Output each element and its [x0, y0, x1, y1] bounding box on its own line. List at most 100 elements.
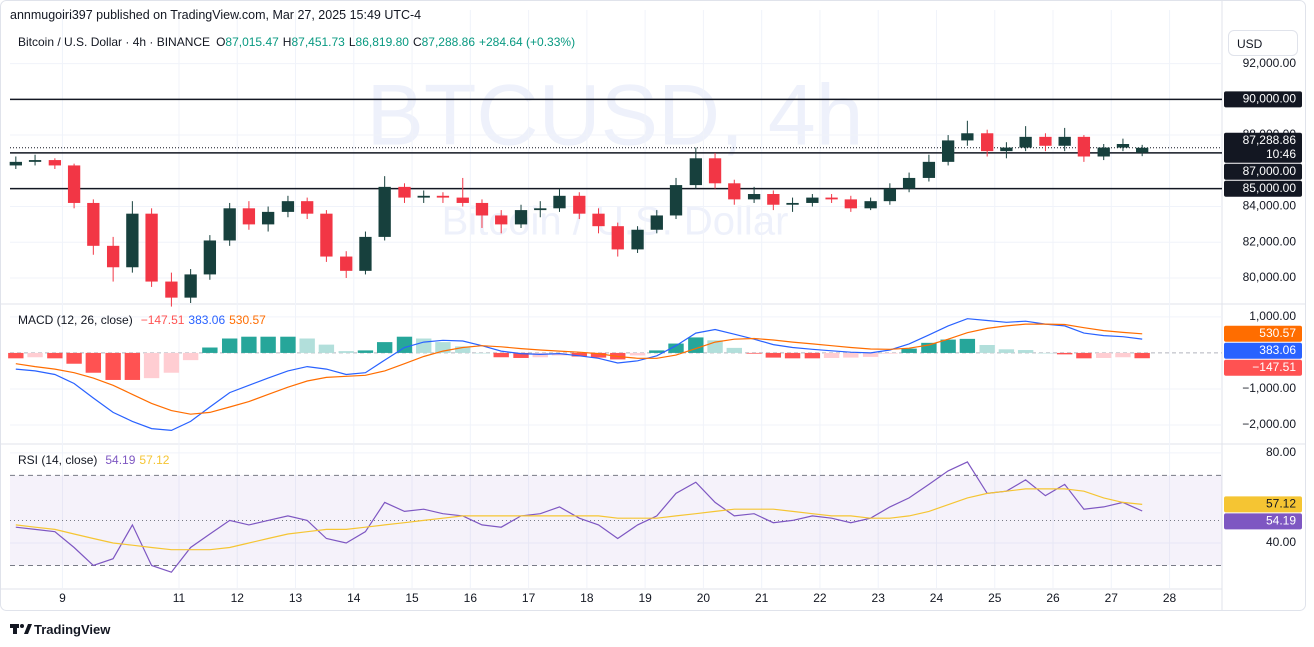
- candle-body: [864, 201, 877, 209]
- candle-body: [981, 133, 994, 152]
- histogram-bar: [260, 336, 276, 353]
- histogram-bar: [901, 348, 917, 353]
- legend-value: 383.06: [188, 313, 226, 327]
- x-tick-label: 25: [988, 591, 1002, 605]
- histogram-bar: [668, 343, 684, 353]
- histogram-bar: [182, 352, 199, 361]
- x-tick-label: 16: [464, 591, 478, 605]
- candle-body: [398, 186, 411, 198]
- indicator-badge-text: 383.06: [1259, 343, 1296, 357]
- candle-body: [534, 208, 547, 211]
- candle-body: [806, 197, 819, 203]
- candle-body: [728, 183, 741, 200]
- histogram-bar: [513, 352, 529, 358]
- candle-body: [844, 199, 857, 209]
- histogram-bar: [532, 352, 548, 358]
- candle-body: [359, 236, 372, 271]
- histogram-bar: [163, 352, 180, 373]
- histogram-bar: [765, 352, 782, 358]
- ohlc-key: L: [348, 35, 356, 49]
- histogram-bar: [376, 342, 393, 353]
- histogram-bar: [221, 338, 238, 353]
- candle-body: [261, 211, 275, 225]
- candle-body: [941, 140, 955, 162]
- currency-button[interactable]: USD: [1228, 30, 1298, 56]
- histogram-bar: [843, 352, 859, 358]
- indicator-badge: [1224, 513, 1302, 530]
- candle-body: [708, 158, 722, 184]
- y-tick-label: 80.00: [1266, 445, 1296, 459]
- legend-value: 57.12: [139, 453, 170, 467]
- publisher: annmugoiri397 published on TradingView.c…: [10, 8, 422, 22]
- logo-part: [24, 624, 32, 634]
- histogram-bar: [882, 352, 898, 354]
- histogram-bar: [1017, 350, 1034, 353]
- candle-body: [1058, 136, 1071, 146]
- candle-body: [126, 213, 139, 268]
- histogram-bar: [726, 347, 742, 353]
- x-tick-label: 17: [522, 591, 536, 605]
- candle-body: [340, 256, 353, 271]
- ohlc-key: O: [216, 35, 226, 49]
- histogram-bar: [862, 352, 879, 357]
- histogram-bar: [940, 339, 956, 353]
- candle-body: [883, 188, 897, 202]
- histogram-bar: [474, 352, 490, 354]
- rsi-line: [15, 461, 1143, 573]
- candle-body: [67, 165, 81, 203]
- histogram-bar: [959, 338, 976, 353]
- price-legend: Bitcoin / U.S. Dollar · 4h · BINANCE O 87,…: [18, 35, 575, 49]
- candle-body: [611, 226, 624, 250]
- histogram-bar: [8, 352, 24, 359]
- last-price-badge-text: 87,288.86: [1243, 133, 1297, 147]
- candle-body: [825, 197, 838, 200]
- x-tick-label: 27: [1105, 591, 1119, 605]
- indicator-badge: [1224, 342, 1302, 359]
- price-badge-text: 87,000.00: [1243, 164, 1297, 178]
- histogram-bar: [590, 352, 607, 358]
- x-tick-label: 12: [231, 591, 245, 605]
- histogram-bar: [629, 352, 646, 356]
- candle-body: [87, 202, 100, 246]
- candle-body: [281, 201, 295, 212]
- x-tick-label: 28: [1163, 591, 1177, 605]
- indicator-badge: [1224, 359, 1302, 376]
- candle-body: [301, 201, 314, 214]
- candle-body: [961, 133, 974, 141]
- price-badge: [1224, 163, 1302, 180]
- candle-body: [242, 208, 256, 225]
- histogram-bar: [338, 351, 354, 353]
- histogram-bar: [241, 336, 257, 353]
- candle-body: [9, 161, 22, 166]
- y-tick-label: 84,000.00: [1243, 199, 1297, 213]
- price-badge: [1224, 91, 1302, 108]
- brand: TradingView: [34, 622, 111, 637]
- candle-body: [767, 194, 780, 205]
- histogram-bar: [66, 352, 82, 364]
- histogram-bar: [357, 350, 374, 353]
- histogram-bar: [455, 346, 471, 353]
- symbol: Bitcoin / U.S. Dollar · 4h · BINANCE: [18, 35, 211, 49]
- x-tick-label: 18: [580, 591, 594, 605]
- legend-value: 54.19: [105, 453, 136, 467]
- histogram-bar: [85, 352, 102, 373]
- candle-body: [1000, 147, 1013, 152]
- histogram-bar: [27, 352, 43, 358]
- candle-body: [689, 158, 702, 186]
- ohlc-key: H: [282, 35, 292, 49]
- y-tick-label: −1,000.00: [1242, 381, 1296, 395]
- histogram-bar: [688, 337, 704, 353]
- x-tick-label: 20: [697, 591, 711, 605]
- candle-body: [495, 215, 508, 225]
- histogram-bar: [1056, 352, 1073, 355]
- ohlc-value: 86,819.80: [355, 35, 409, 49]
- x-tick-label: 21: [755, 591, 769, 605]
- histogram-bar: [921, 342, 937, 353]
- indicator-badge-text: 54.19: [1266, 514, 1296, 528]
- candle-body: [28, 160, 42, 162]
- candle-body: [165, 281, 178, 298]
- candle-body: [475, 202, 489, 216]
- candle-body: [184, 274, 197, 298]
- indicator-badge: [1224, 325, 1302, 342]
